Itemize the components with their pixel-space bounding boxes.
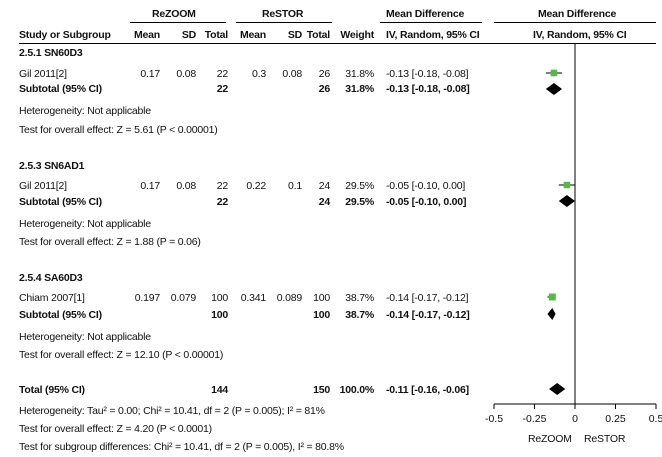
subtotal-total2: 26	[318, 83, 330, 95]
study-marker	[563, 181, 571, 189]
x-tick-label: -0.25	[523, 413, 547, 425]
study-name: Chiam 2007[1]	[19, 292, 85, 304]
study-mean1: 0.197	[134, 292, 160, 304]
study-sd1: 0.08	[176, 180, 196, 192]
subgroup-title: 2.5.1 SN60D3	[19, 47, 83, 59]
study-total2: 26	[318, 68, 330, 80]
subtotal-ci: -0.13 [-0.18, -0.08]	[386, 83, 470, 95]
subtotal-total1: 100	[211, 309, 228, 321]
x-tick-label: 0	[572, 413, 578, 425]
md-plot-underline	[494, 22, 656, 23]
x-tick-label: 0.25	[605, 413, 626, 425]
study-total2: 24	[318, 180, 330, 192]
study-sd2: 0.08	[282, 68, 302, 80]
footer-subgroup-differences: Test for subgroup differences: Chi² = 10…	[19, 441, 344, 453]
subtotal-label: Subtotal (95% CI)	[19, 309, 102, 321]
heterogeneity-text: Heterogeneity: Not applicable	[19, 218, 151, 230]
study-ci: -0.13 [-0.18, -0.08]	[386, 68, 469, 80]
col-ci: IV, Random, 95% CI	[386, 29, 480, 41]
study-weight: 29.5%	[345, 180, 374, 192]
md-title: Mean Difference	[386, 8, 465, 20]
x-tick-label: 0.5	[649, 413, 662, 425]
group1-underline	[130, 22, 226, 23]
study-marker	[550, 69, 558, 77]
axis-left-label: ReZOOM	[528, 433, 572, 445]
col-weight: Weight	[340, 29, 374, 41]
subtotal-total2: 24	[318, 196, 330, 208]
subtotal-diamond	[545, 83, 563, 95]
study-sd1: 0.079	[170, 292, 196, 304]
study-sd2: 0.089	[276, 292, 302, 304]
study-marker	[548, 293, 556, 301]
col-mean1: Mean	[133, 29, 160, 41]
col-sd2: SD	[287, 29, 302, 41]
subgroup-title: 2.5.3 SN6AD1	[19, 160, 85, 172]
heterogeneity-text: Heterogeneity: Not applicable	[19, 105, 151, 117]
study-total1: 100	[211, 292, 228, 304]
group2-header: ReSTOR	[262, 8, 304, 20]
study-mean2: 0.341	[240, 292, 266, 304]
study-mean2: 0.3	[252, 68, 266, 80]
header-rule	[19, 43, 656, 44]
subtotal-total1: 22	[216, 83, 228, 95]
subtotal-weight: 31.8%	[345, 83, 374, 95]
x-tick-label: -0.5	[485, 413, 503, 425]
total-total2: 150	[313, 384, 330, 396]
subtotal-weight: 38.7%	[345, 309, 374, 321]
col-mean2: Mean	[239, 29, 266, 41]
subtotal-diamond	[558, 195, 575, 207]
subtotal-label: Subtotal (95% CI)	[19, 83, 102, 95]
group2-underline	[236, 22, 332, 23]
md-underline	[380, 22, 482, 23]
study-mean1: 0.17	[140, 180, 160, 192]
study-total1: 22	[216, 180, 228, 192]
group1-header: ReZOOM	[152, 8, 196, 20]
study-sd1: 0.08	[176, 68, 196, 80]
footer-overall-effect: Test for overall effect: Z = 4.20 (P < 0…	[19, 423, 212, 435]
md-title-plot: Mean Difference	[538, 8, 617, 20]
subtotal-ci: -0.14 [-0.17, -0.12]	[386, 309, 470, 321]
axis-right-label: ReSTOR	[584, 433, 626, 445]
study-ci: -0.05 [-0.10, 0.00]	[386, 180, 466, 192]
subtotal-ci: -0.05 [-0.10, 0.00]	[386, 196, 467, 208]
study-name: Gil 2011[2]	[19, 180, 67, 192]
heterogeneity-text: Heterogeneity: Not applicable	[19, 331, 151, 343]
study-mean1: 0.17	[140, 68, 160, 80]
col-ci-plot: IV, Random, 95% CI	[533, 29, 627, 41]
total-ci: -0.11 [-0.16, -0.06]	[386, 384, 469, 396]
subtotal-weight: 29.5%	[345, 196, 374, 208]
study-sd2: 0.1	[288, 180, 302, 192]
study-ci: -0.14 [-0.17, -0.12]	[386, 292, 469, 304]
study-weight: 38.7%	[345, 292, 374, 304]
col-study: Study or Subgroup	[19, 29, 111, 41]
study-total2: 100	[313, 292, 330, 304]
overall-effect-text: Test for overall effect: Z = 12.10 (P < …	[19, 349, 224, 361]
col-total2: Total	[306, 29, 331, 41]
subtotal-total2: 100	[313, 309, 330, 321]
total-label: Total (95% CI)	[19, 384, 85, 396]
subgroup-title: 2.5.4 SA60D3	[19, 272, 83, 284]
overall-effect-text: Test for overall effect: Z = 5.61 (P < 0…	[19, 124, 218, 136]
total-weight: 100.0%	[339, 384, 375, 396]
overall-diamond	[549, 383, 566, 395]
subtotal-label: Subtotal (95% CI)	[19, 196, 102, 208]
overall-effect-text: Test for overall effect: Z = 1.88 (P = 0…	[19, 236, 201, 248]
subtotal-total1: 22	[216, 196, 228, 208]
footer-heterogeneity: Heterogeneity: Tau² = 0.00; Chi² = 10.41…	[19, 405, 325, 417]
col-sd1: SD	[181, 29, 196, 41]
study-weight: 31.8%	[345, 68, 374, 80]
study-name: Gil 2011[2]	[19, 68, 67, 80]
subtotal-diamond	[547, 308, 556, 320]
total-total1: 144	[211, 384, 228, 396]
study-mean2: 0.22	[246, 180, 266, 192]
study-total1: 22	[216, 68, 228, 80]
col-total1: Total	[204, 29, 229, 41]
